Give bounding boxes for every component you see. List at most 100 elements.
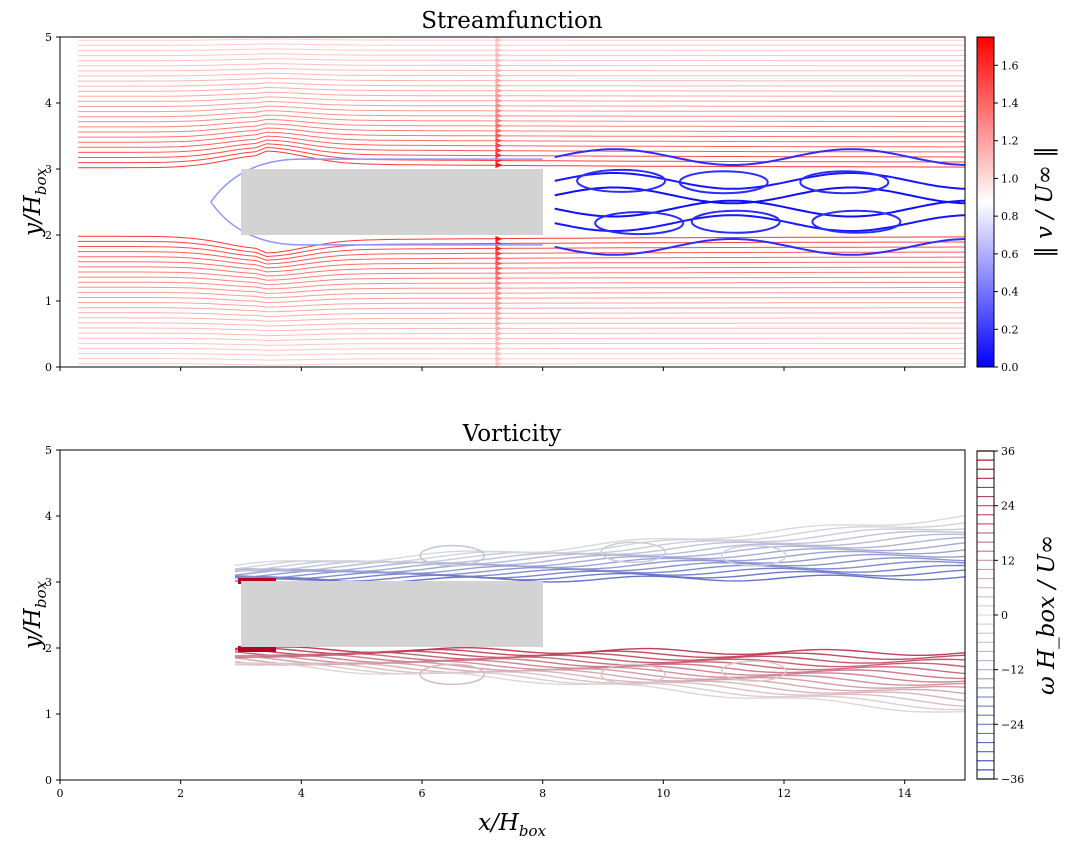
streamline — [78, 53, 965, 57]
streamline-arrow — [495, 122, 503, 129]
streamline-arrow — [495, 355, 503, 362]
streamline-arrow — [495, 127, 503, 134]
streamline-arrow — [495, 117, 503, 124]
y-tick-label: 5 — [45, 31, 52, 44]
streamfunction-title: Streamfunction — [421, 8, 603, 34]
vorticity-eddy — [419, 663, 485, 686]
vorticity-x-label: x/Hbox — [478, 810, 546, 840]
vorticity-eddy — [419, 544, 485, 567]
streamline — [78, 281, 965, 290]
streamline-arrow — [495, 245, 503, 252]
streamline-arrow — [495, 315, 503, 322]
colorbar-tick-label: −12 — [1001, 664, 1024, 677]
streamline — [78, 114, 965, 123]
streamline — [78, 235, 966, 254]
streamline-arrow — [495, 360, 503, 367]
streamline-arrow — [495, 67, 503, 74]
streamline-arrow — [495, 42, 503, 49]
vorticity-contour-layer — [234, 515, 966, 713]
vorticity-contour — [234, 528, 966, 572]
streamfunction-y-label: y/Hbox — [20, 168, 50, 237]
y-tick-label: 2 — [45, 229, 52, 242]
boundary-streamline — [210, 158, 543, 203]
streamline-arrow — [495, 112, 503, 119]
x-tick-label: 10 — [656, 787, 670, 800]
x-tick-label: 4 — [298, 787, 305, 800]
streamline — [78, 266, 965, 277]
vorticity-contour — [234, 655, 966, 689]
y-tick-label: 0 — [45, 774, 52, 787]
streamline — [78, 271, 965, 281]
streamline-arrow — [495, 270, 503, 277]
streamline — [78, 342, 965, 346]
vorticity-contour — [234, 515, 966, 567]
streamline-arrow — [495, 52, 503, 59]
wake-streamline — [554, 199, 966, 218]
streamline — [78, 332, 965, 337]
colorbar-tick-label: 1.6 — [1001, 59, 1019, 72]
streamline-arrow — [495, 325, 503, 332]
streamline — [78, 327, 965, 332]
streamline — [78, 38, 965, 41]
vorticity-y-ticks: 0 1 2 3 4 5 — [45, 444, 60, 787]
streamline-arrow — [495, 280, 503, 287]
streamline — [78, 62, 965, 67]
streamline-arrow — [495, 235, 503, 242]
colorbar-tick-label: 12 — [1001, 554, 1015, 567]
streamline — [78, 353, 965, 356]
streamline — [78, 58, 965, 62]
colorbar-tick-label: 1.4 — [1001, 97, 1019, 110]
streamline — [78, 91, 965, 97]
streamline — [78, 286, 965, 294]
y-tick-label: 0 — [45, 361, 52, 374]
colorbar-tick-label: 36 — [1001, 445, 1015, 458]
colorbar-tick-label: 0 — [1001, 609, 1008, 622]
vorticity-contour — [235, 653, 966, 680]
streamfunction-axes-frame — [59, 36, 966, 368]
vorticity-contour — [234, 536, 966, 573]
vorticity-contour — [234, 542, 966, 573]
streamline — [78, 72, 965, 77]
vorticity-colorbar-ticks: −36 −24 −12 0 12 24 36 — [994, 445, 1024, 786]
streamline — [78, 322, 965, 327]
streamline — [78, 276, 965, 286]
obstacle-box — [241, 169, 543, 235]
streamline — [78, 146, 965, 164]
streamline — [78, 256, 965, 269]
streamline-arrow — [495, 57, 503, 64]
streamline-arrow — [495, 77, 503, 84]
y-tick-label: 1 — [45, 295, 52, 308]
streamline — [78, 127, 965, 138]
colorbar-tick-label: 0.6 — [1001, 248, 1019, 261]
y-tick-label: 4 — [45, 97, 52, 110]
wake-streamline — [554, 172, 966, 190]
vorticity-contour — [234, 662, 966, 713]
vorticity-eddy — [600, 663, 666, 686]
recirculation-eddy — [799, 170, 890, 195]
wake-streamline — [554, 148, 966, 166]
vorticity-colorbar-label: ω H_box / U∞ — [1034, 535, 1060, 695]
recirculation-eddy — [678, 170, 769, 195]
streamline — [78, 302, 965, 308]
streamline — [78, 317, 965, 322]
streamline-arrow — [495, 157, 503, 164]
streamline-arrow — [495, 47, 503, 54]
recirculation-eddy — [594, 211, 685, 236]
streamline — [78, 337, 965, 342]
y-tick-label: 1 — [45, 708, 52, 721]
streamline — [78, 143, 965, 158]
colorbar-tick-label: 0.0 — [1001, 361, 1019, 374]
streamline — [78, 246, 965, 261]
wake-streamline — [554, 186, 966, 205]
streamline-arrow — [495, 97, 503, 104]
streamline-arrow — [495, 330, 503, 337]
streamline — [78, 48, 965, 51]
streamline — [78, 291, 965, 299]
streamline-arrow — [495, 320, 503, 327]
x-tick-label: 0 — [57, 787, 64, 800]
vorticity-contour — [234, 660, 966, 702]
colorbar-tick-label: −24 — [1001, 718, 1024, 731]
vorticity-axes-frame — [59, 449, 966, 781]
streamline-arrow — [495, 265, 503, 272]
